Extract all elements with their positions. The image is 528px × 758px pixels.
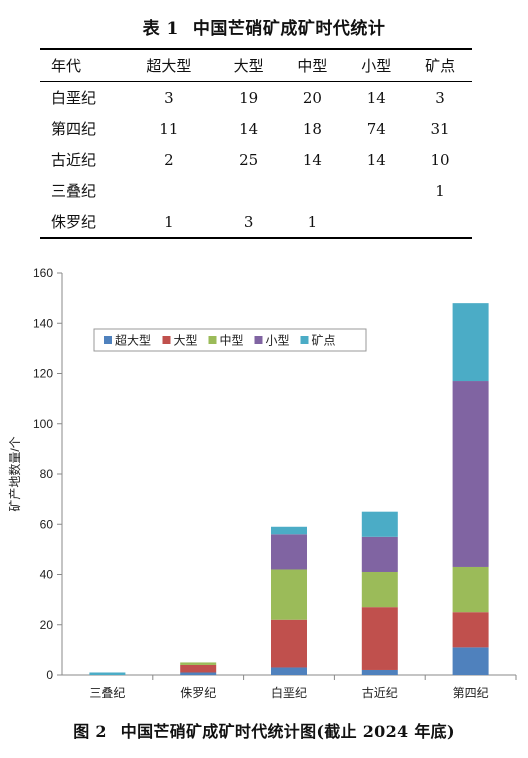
- table-cell: [344, 206, 408, 238]
- y-tick-label: 20: [40, 618, 54, 632]
- legend-label: 矿点: [312, 334, 336, 348]
- table-cell: 三叠纪: [51, 182, 97, 200]
- x-tick-label: 古近纪: [362, 685, 398, 700]
- legend-swatch: [254, 336, 263, 344]
- table-cell: 1: [164, 212, 174, 231]
- x-tick-label: 第四纪: [453, 686, 489, 700]
- table-cell: 25: [239, 150, 259, 169]
- bar-segment: [452, 381, 489, 567]
- y-tick-label: 0: [46, 668, 53, 682]
- table-cell: 第四纪: [51, 120, 97, 138]
- bar-segment: [361, 511, 398, 537]
- table-cell: 74: [366, 119, 386, 138]
- figure-caption: 图 2 中国芒硝矿成矿时代统计图(截止 2024 年底): [0, 718, 528, 742]
- bar-segment: [180, 664, 217, 673]
- y-tick-label: 140: [33, 316, 53, 330]
- y-axis-title: 矿产地数量/个: [7, 436, 22, 511]
- table-cell: 侏罗纪: [51, 213, 97, 231]
- bar-segment: [271, 526, 307, 535]
- x-tick-label: 白垩纪: [271, 685, 307, 700]
- table-caption-number: 表 1: [142, 19, 179, 39]
- legend-swatch: [300, 336, 309, 344]
- header-cell: 年代: [51, 57, 82, 75]
- table-cell: 14: [366, 150, 386, 169]
- bar-segment: [271, 619, 307, 668]
- table-cell: 10: [430, 150, 450, 169]
- table-cell: 古近纪: [51, 151, 97, 169]
- table-cell: 3: [435, 88, 445, 107]
- figure-caption-text: 中国芒硝矿成矿时代统计图(截止 2024 年底): [120, 722, 455, 741]
- table-cell: 31: [430, 119, 450, 138]
- table-cell: 19: [239, 88, 259, 107]
- table-cell: 14: [366, 88, 386, 107]
- y-tick-label: 80: [40, 467, 54, 481]
- legend-label: 中型: [220, 333, 244, 348]
- legend-box: [93, 328, 367, 352]
- table-cell: [281, 175, 345, 206]
- data-table: 年代 超大型 大型 中型 小型 矿点 白垩纪 3 19 20 14 3 第四纪 …: [40, 48, 472, 239]
- table-cell: [344, 175, 408, 206]
- table-cell: 20: [302, 88, 322, 107]
- y-tick-label: 100: [33, 417, 53, 431]
- table-cell: 白垩纪: [51, 89, 97, 107]
- y-tick-label: 160: [33, 266, 53, 280]
- bar-segment: [271, 667, 307, 675]
- table-row: 白垩纪 3 19 20 14 3: [40, 82, 472, 114]
- legend-label: 大型: [174, 334, 198, 348]
- legend-swatch: [208, 336, 217, 344]
- table-caption: 表 1 中国芒硝矿成矿时代统计: [0, 14, 528, 39]
- table-row: 三叠纪 1: [40, 175, 472, 206]
- table-row: 古近纪 2 25 14 14 10: [40, 144, 472, 175]
- y-tick-label: 60: [40, 517, 54, 531]
- table-cell: [121, 175, 217, 206]
- header-cell: 矿点: [425, 57, 456, 75]
- figure-caption-number: 图 2: [73, 722, 107, 741]
- table-cell: 3: [243, 212, 254, 231]
- legend-label: 超大型: [115, 333, 151, 348]
- y-tick-label: 120: [33, 367, 53, 381]
- header-cell: 小型: [361, 57, 392, 75]
- bar-segment: [361, 536, 398, 572]
- table-cell: 14: [239, 119, 259, 138]
- y-tick-label: 40: [40, 568, 54, 582]
- table-cell: 1: [307, 212, 318, 231]
- bar-segment: [271, 534, 307, 570]
- bar-segment: [361, 607, 398, 670]
- legend-swatch: [162, 336, 171, 344]
- x-tick-label: 侏罗纪: [180, 686, 216, 700]
- table-header-row: 年代 超大型 大型 中型 小型 矿点: [40, 49, 472, 82]
- table-caption-text: 中国芒硝矿成矿时代统计: [192, 19, 386, 39]
- header-cell: 大型: [233, 57, 264, 75]
- bar-segment: [452, 303, 489, 382]
- header-cell: 超大型: [146, 57, 192, 75]
- table-cell: 14: [302, 150, 322, 169]
- table-cell: 11: [159, 119, 179, 138]
- bar-segment: [89, 672, 126, 675]
- table-cell: 1: [435, 181, 445, 200]
- table-cell: 18: [302, 119, 322, 138]
- bar-segment: [180, 662, 217, 665]
- table-cell: [408, 206, 472, 238]
- table-cell: [217, 175, 281, 206]
- legend-swatch: [104, 336, 112, 344]
- bar-segment: [361, 571, 398, 608]
- table-cell: 3: [164, 88, 174, 107]
- x-tick-label: 三叠纪: [89, 686, 125, 700]
- header-cell: 中型: [297, 57, 328, 75]
- legend-label: 小型: [266, 334, 290, 348]
- bar-segment: [180, 672, 217, 675]
- table-row: 侏罗纪 1 3 1: [40, 206, 472, 238]
- bar-segment: [271, 569, 307, 620]
- bar-segment: [452, 647, 489, 675]
- bar-segment: [452, 566, 489, 613]
- bar-segment: [452, 612, 489, 648]
- table-cell: 2: [164, 150, 174, 169]
- bar-segment: [361, 669, 398, 675]
- table-row: 第四纪 11 14 18 74 31: [40, 113, 472, 144]
